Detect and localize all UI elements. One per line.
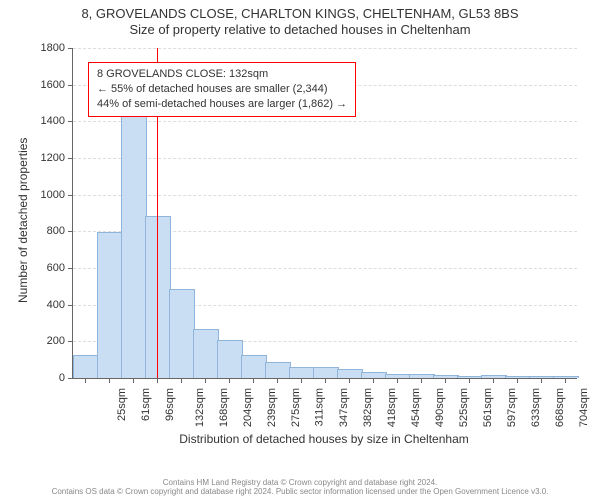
y-tick-label: 800: [47, 225, 73, 237]
x-tick-label: 96sqm: [164, 388, 176, 421]
copyright-line1: Contains HM Land Registry data © Crown c…: [0, 478, 600, 487]
x-tick-label: 275sqm: [290, 388, 302, 427]
x-axis-label: Distribution of detached houses by size …: [72, 432, 576, 446]
histogram-bar: [241, 355, 267, 378]
histogram-bar: [289, 367, 315, 378]
x-tick-mark: [85, 378, 86, 383]
x-tick-mark: [205, 378, 206, 383]
x-tick-mark: [109, 378, 110, 383]
x-tick-mark: [157, 378, 158, 383]
x-tick-mark: [517, 378, 518, 383]
x-tick-label: 597sqm: [506, 388, 518, 427]
y-tick-label: 0: [59, 372, 73, 384]
histogram-bar: [121, 75, 147, 379]
x-tick-mark: [133, 378, 134, 383]
y-tick-label: 1600: [41, 79, 73, 91]
histogram-bar: [265, 362, 291, 378]
x-tick-label: 382sqm: [362, 388, 374, 427]
histogram-bar: [313, 367, 339, 378]
grid-line: [73, 48, 577, 49]
grid-line: [73, 195, 577, 196]
x-tick-label: 633sqm: [530, 388, 542, 427]
x-tick-label: 525sqm: [458, 388, 470, 427]
x-tick-mark: [181, 378, 182, 383]
x-tick-label: 668sqm: [554, 388, 566, 427]
x-tick-mark: [325, 378, 326, 383]
x-tick-label: 704sqm: [578, 388, 590, 427]
x-tick-label: 454sqm: [410, 388, 422, 427]
x-tick-label: 168sqm: [218, 388, 230, 427]
chart-container: { "title": { "line1": "8, GROVELANDS CLO…: [0, 0, 600, 500]
x-tick-label: 347sqm: [338, 388, 350, 427]
annotation-line-2: ← 55% of detached houses are smaller (2,…: [97, 82, 347, 97]
grid-line: [73, 158, 577, 159]
x-tick-label: 132sqm: [194, 388, 206, 427]
y-tick-label: 1800: [41, 42, 73, 54]
y-tick-label: 400: [47, 299, 73, 311]
x-tick-label: 61sqm: [140, 388, 152, 421]
x-tick-label: 25sqm: [116, 388, 128, 421]
x-tick-mark: [469, 378, 470, 383]
histogram-bar: [337, 369, 363, 378]
histogram-bar: [169, 289, 195, 378]
x-tick-mark: [373, 378, 374, 383]
x-tick-label: 311sqm: [313, 388, 325, 426]
y-tick-label: 1200: [41, 152, 73, 164]
x-tick-mark: [229, 378, 230, 383]
chart-title-block: 8, GROVELANDS CLOSE, CHARLTON KINGS, CHE…: [0, 6, 600, 37]
annotation-line-3: 44% of semi-detached houses are larger (…: [97, 97, 347, 112]
y-tick-label: 1000: [41, 189, 73, 201]
y-tick-label: 1400: [41, 115, 73, 127]
copyright-block: Contains HM Land Registry data © Crown c…: [0, 478, 600, 496]
x-tick-mark: [277, 378, 278, 383]
x-tick-mark: [493, 378, 494, 383]
x-tick-mark: [565, 378, 566, 383]
histogram-bar: [73, 355, 99, 378]
histogram-bar: [193, 329, 219, 378]
x-tick-mark: [541, 378, 542, 383]
x-tick-label: 239sqm: [266, 388, 278, 427]
y-tick-label: 200: [47, 335, 73, 347]
x-tick-mark: [301, 378, 302, 383]
y-tick-label: 600: [47, 262, 73, 274]
x-tick-mark: [253, 378, 254, 383]
y-axis-label: Number of detached properties: [16, 138, 30, 303]
x-tick-label: 561sqm: [482, 388, 494, 427]
copyright-line2: Contains OS data © Crown copyright and d…: [0, 487, 600, 496]
x-tick-mark: [397, 378, 398, 383]
annotation-line-1: 8 GROVELANDS CLOSE: 132sqm: [97, 67, 347, 82]
histogram-bar: [97, 232, 123, 378]
x-tick-mark: [445, 378, 446, 383]
annotation-box: 8 GROVELANDS CLOSE: 132sqm ← 55% of deta…: [88, 62, 356, 117]
chart-title-line2: Size of property relative to detached ho…: [0, 22, 600, 38]
x-tick-label: 490sqm: [434, 388, 446, 427]
x-tick-mark: [349, 378, 350, 383]
histogram-bar: [217, 340, 243, 378]
grid-line: [73, 121, 577, 122]
x-tick-label: 418sqm: [386, 388, 398, 427]
x-tick-label: 204sqm: [242, 388, 254, 427]
x-tick-mark: [421, 378, 422, 383]
chart-title-line1: 8, GROVELANDS CLOSE, CHARLTON KINGS, CHE…: [0, 6, 600, 22]
